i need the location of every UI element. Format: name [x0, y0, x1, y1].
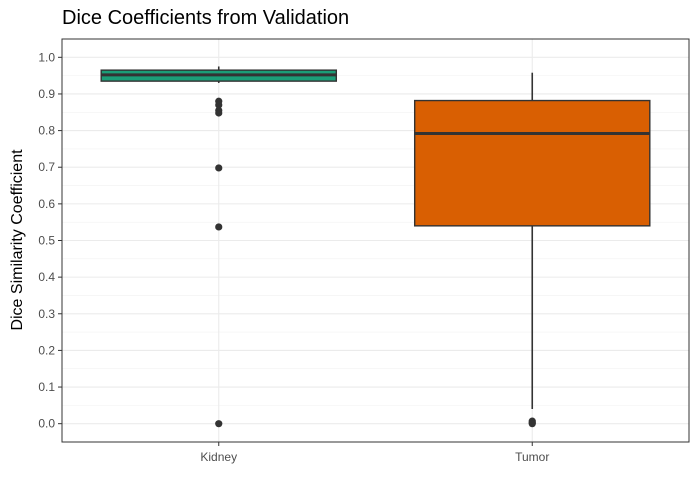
outlier-point-kidney	[215, 101, 223, 109]
outlier-point-tumor	[528, 420, 536, 428]
y-tick-label: 0.3	[38, 307, 55, 321]
y-tick-label: 0.7	[38, 160, 55, 174]
outlier-point-kidney	[215, 223, 223, 231]
y-tick-label: 0.1	[38, 380, 55, 394]
x-tick-label-tumor: Tumor	[515, 450, 549, 464]
y-tick-label: 0.0	[38, 417, 55, 431]
box-tumor	[413, 99, 651, 227]
y-tick-label: 0.8	[38, 124, 55, 138]
y-tick-label: 0.9	[38, 87, 55, 101]
y-tick-label: 0.5	[38, 234, 55, 248]
y-tick-label: 0.4	[38, 270, 55, 284]
outlier-point-kidney	[215, 420, 223, 428]
y-axis-label: Dice Similarity Coefficient	[9, 149, 26, 331]
chart-title: Dice Coefficients from Validation	[62, 7, 349, 29]
plot-panel-border	[61, 38, 690, 443]
x-tick-label-kidney: Kidney	[200, 450, 237, 464]
outlier-point-kidney	[215, 164, 223, 172]
outlier-point-kidney	[215, 109, 223, 117]
y-tick-label: 0.2	[38, 343, 55, 357]
y-tick-label: 1.0	[38, 50, 55, 64]
y-tick-label: 0.6	[38, 197, 55, 211]
